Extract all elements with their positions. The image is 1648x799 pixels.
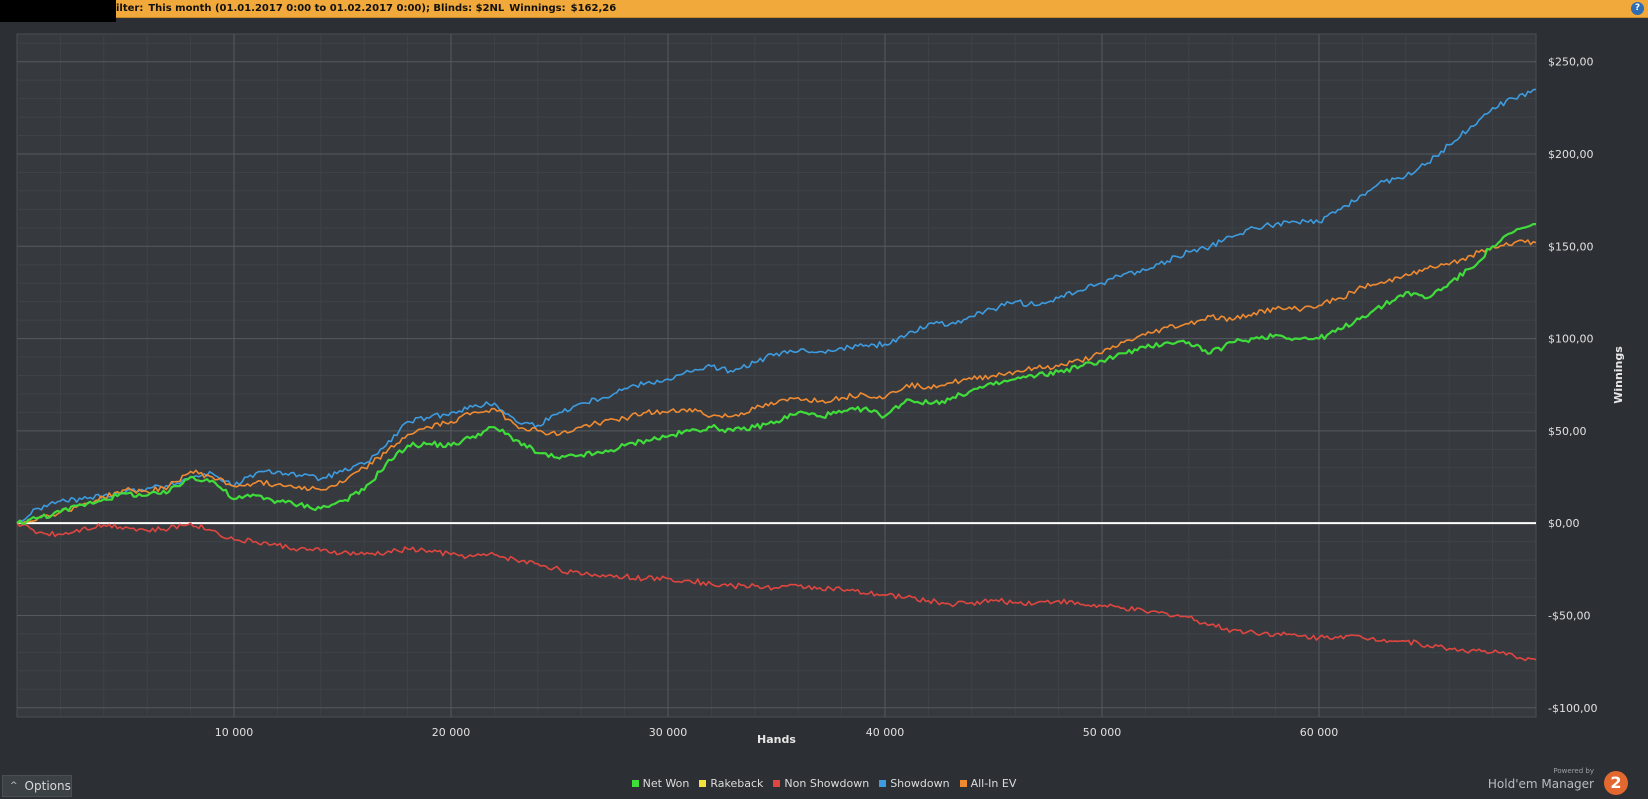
legend-label: Rakeback (710, 777, 764, 790)
legend-label: Net Won (642, 777, 690, 790)
filter-bar: ilter: This month (01.01.2017 0:00 to 01.… (0, 0, 1648, 22)
x-tick-label: 50 000 (1083, 726, 1122, 739)
x-axis-ticks: 10 000 20 000 30 000 40 000 50 000 60 000 (215, 726, 1339, 739)
filter-text[interactable]: ilter: This month (01.01.2017 0:00 to 01.… (116, 2, 621, 15)
x-axis-label: Hands (757, 733, 796, 746)
legend-swatch (699, 779, 707, 787)
legend-item-showdown[interactable]: Showdown (879, 777, 950, 790)
y-tick-label: $150,00 (1548, 240, 1594, 253)
product-name: Hold'em Manager (1487, 777, 1594, 791)
series-line-non-showdown (16, 522, 1537, 662)
y-tick-label: $0,00 (1548, 517, 1580, 530)
filter-period: This month (01.01.2017 0:00 to 01.02.201… (148, 3, 505, 14)
legend-label: Non Showdown (784, 777, 870, 790)
options-label: Options (24, 779, 71, 793)
legend-item-net-won[interactable]: Net Won (631, 777, 690, 790)
series-layer (16, 88, 1537, 662)
options-button[interactable]: ^ Options (2, 775, 72, 797)
hm2-logo-icon: 2 (1604, 771, 1628, 795)
y-axis-label: Winnings (1612, 346, 1625, 404)
chart-legend: Net Won Rakeback Non Showdown Showdown All-I… (0, 777, 1648, 790)
y-tick-label: -$50,00 (1548, 609, 1590, 622)
legend-swatch (773, 779, 781, 787)
x-tick-label: 30 000 (649, 726, 688, 739)
help-icon[interactable]: ? (1631, 2, 1644, 15)
legend-swatch (631, 779, 639, 787)
powered-by-text: Powered by (1553, 767, 1594, 775)
legend-item-rakeback[interactable]: Rakeback (699, 777, 763, 790)
chevron-up-icon: ^ (10, 781, 18, 791)
x-tick-label: 20 000 (432, 726, 471, 739)
series-line-net-won (16, 223, 1536, 525)
x-tick-label: 10 000 (215, 726, 254, 739)
x-tick-label: 60 000 (1300, 726, 1339, 739)
y-tick-label: $50,00 (1548, 425, 1587, 438)
winnings-value: $162,26 (570, 3, 617, 14)
filter-label: ilter: (116, 3, 144, 14)
legend-label: Showdown (890, 777, 950, 790)
legend-swatch (879, 779, 887, 787)
series-line-showdown (16, 88, 1537, 524)
legend-item-all-in-ev[interactable]: All-In EV (959, 777, 1017, 790)
legend-label: All-In EV (970, 777, 1017, 790)
y-tick-label: $100,00 (1548, 333, 1594, 346)
legend-swatch (959, 779, 967, 787)
y-tick-label: $200,00 (1548, 148, 1594, 161)
y-axis-ticks: -$100,00 -$50,00 $0,00 $50,00 $100,00 $150,00… (1548, 56, 1597, 715)
y-tick-label: -$100,00 (1548, 702, 1597, 715)
series-line-all-in-ev (16, 239, 1537, 524)
x-tick-label: 40 000 (866, 726, 905, 739)
y-tick-label: $250,00 (1548, 56, 1594, 69)
legend-item-non-showdown[interactable]: Non Showdown (773, 777, 869, 790)
redacted-area (0, 0, 116, 22)
winnings-label: Winnings: (509, 3, 566, 14)
winnings-chart: 10 000 20 000 30 000 40 000 50 000 60 000 -$1… (16, 33, 1625, 746)
branding: Powered by Hold'em Manager 2 (1488, 765, 1636, 797)
